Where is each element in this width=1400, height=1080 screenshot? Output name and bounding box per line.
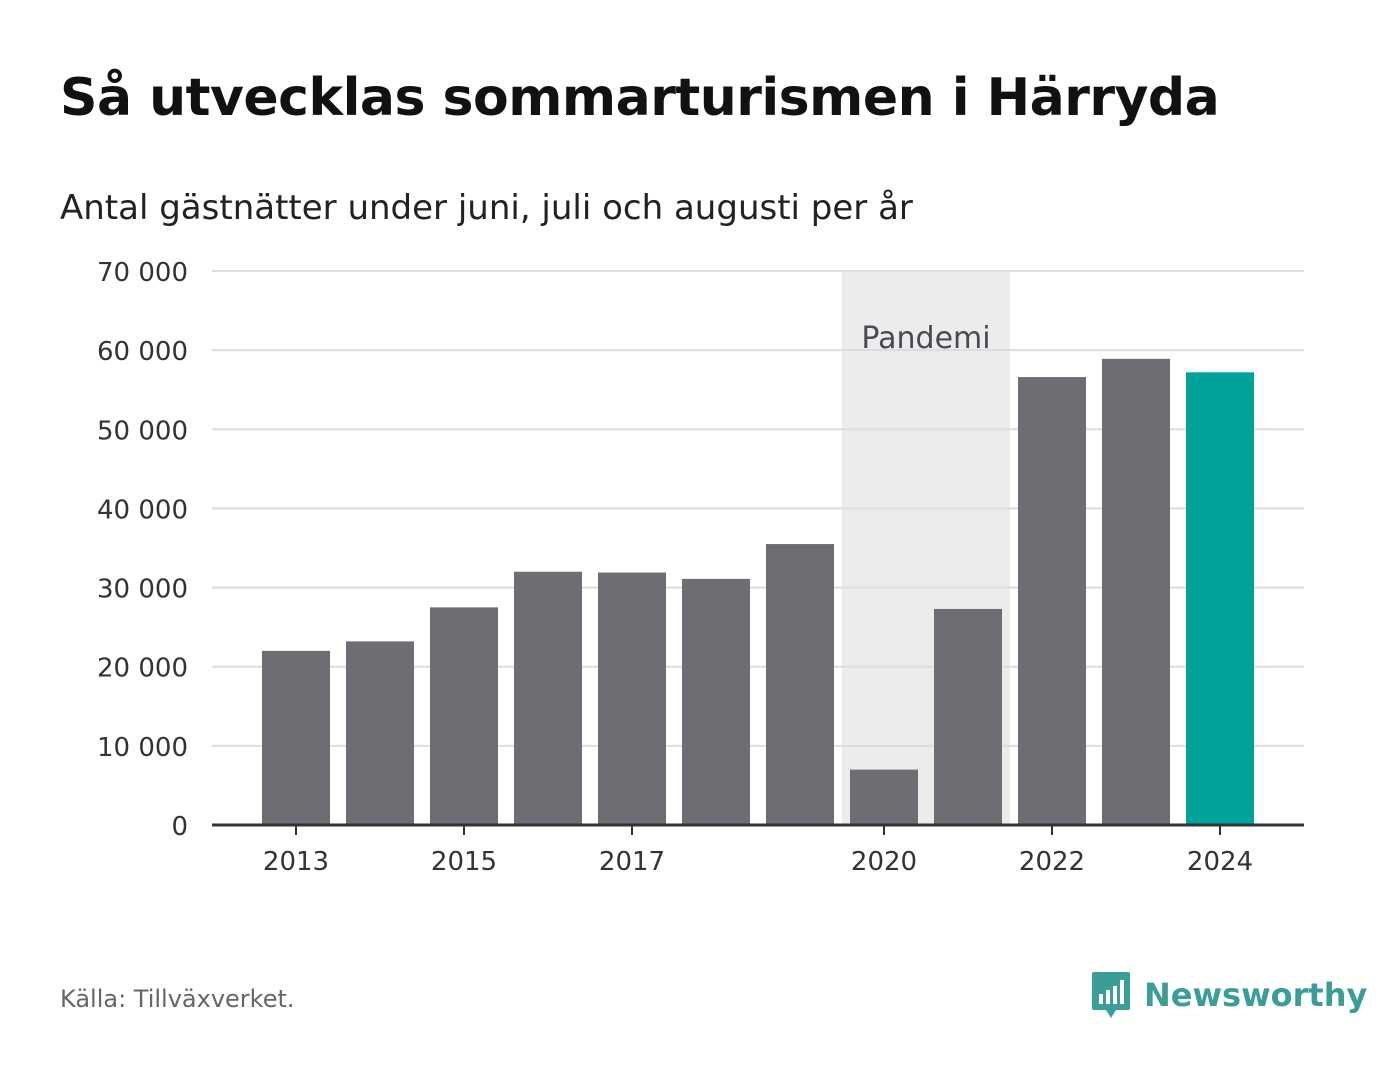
y-tick-label: 30 000 (97, 575, 188, 605)
y-tick-label: 40 000 (97, 495, 188, 525)
brand-logo: Newsworthy (1090, 970, 1367, 1020)
bar-2020 (850, 769, 918, 825)
bar-2015 (430, 607, 498, 825)
bar-2014 (346, 641, 414, 825)
newsworthy-logo-icon (1092, 972, 1130, 1018)
bar-2017 (598, 572, 666, 825)
x-tick-label: 2017 (599, 847, 665, 877)
bar-2024 (1186, 372, 1254, 825)
chart-title: Så utvecklas sommarturismen i Härryda (60, 68, 1220, 128)
y-tick-label: 0 (171, 812, 188, 842)
y-tick-label: 20 000 (97, 654, 188, 684)
chart-subtitle: Antal gästnätter under juni, juli och au… (60, 188, 913, 228)
source-note: Källa: Tillväxverket. (60, 985, 295, 1013)
y-tick-label: 10 000 (97, 733, 188, 763)
pandemic-label: Pandemi (861, 321, 990, 356)
bar-2016 (514, 571, 582, 825)
brand-name: Newsworthy (1144, 976, 1368, 1014)
x-tick-label: 2020 (851, 847, 917, 877)
x-tick-label: 2013 (263, 847, 329, 877)
bar-2021 (934, 608, 1002, 825)
bar-2023 (1102, 358, 1170, 825)
bar-2019 (766, 544, 834, 825)
bar-2013 (262, 650, 330, 825)
y-tick-label: 70 000 (97, 258, 188, 288)
y-tick-label: 60 000 (97, 337, 188, 367)
bar-2022 (1018, 377, 1086, 825)
bar-chart: 0 10 000 20 000 30 000 40 000 50 000 60 000 70 … (97, 258, 1304, 877)
x-tick-label: 2024 (1187, 847, 1253, 877)
x-tick-label: 2015 (431, 847, 497, 877)
y-tick-label: 50 000 (97, 416, 188, 446)
bar-2018 (682, 578, 750, 825)
x-tick-label: 2022 (1019, 847, 1085, 877)
